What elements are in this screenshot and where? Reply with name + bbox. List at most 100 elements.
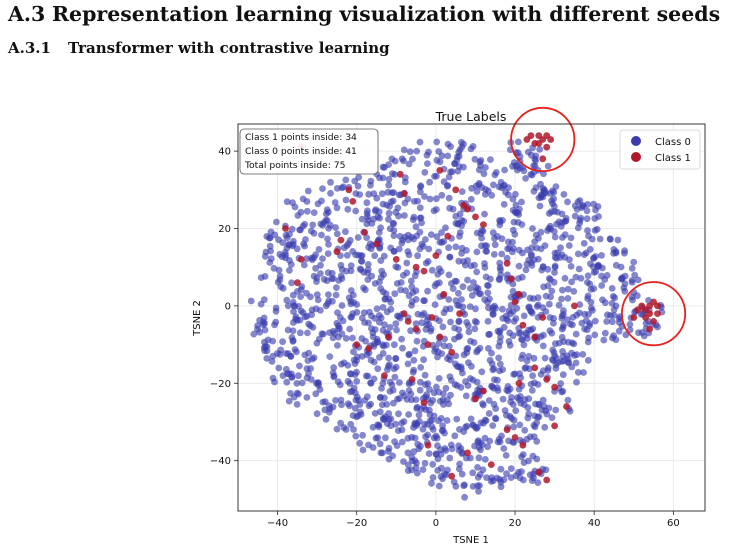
class-0-point <box>315 246 323 253</box>
annotation-line: Total points inside: 75 <box>244 160 346 171</box>
class-0-point <box>376 408 384 416</box>
class-0-point <box>463 345 471 353</box>
class-0-point <box>503 254 511 262</box>
class-0-point <box>564 396 572 404</box>
class-0-point <box>325 241 332 248</box>
class-0-point <box>372 434 380 442</box>
class-0-point <box>421 459 429 467</box>
class-0-point <box>352 396 360 404</box>
class-0-point <box>512 315 520 322</box>
highlight-circle <box>510 106 576 173</box>
class-0-point <box>575 265 583 273</box>
class-1-point <box>456 310 463 317</box>
class-0-point <box>351 360 359 367</box>
class-0-point <box>592 206 599 214</box>
axis-ticks: −40 −20 0 20 40 60 −40 −20 0 20 40 <box>210 147 680 529</box>
class-0-point <box>439 323 447 331</box>
class-0-point <box>358 258 366 265</box>
class-0-point <box>540 331 547 339</box>
class-0-point <box>395 245 403 253</box>
class-0-point <box>269 352 277 360</box>
class-0-point <box>530 256 538 264</box>
class-0-point <box>399 344 406 352</box>
class-0-point <box>291 302 298 310</box>
class-0-point <box>416 204 424 212</box>
class-0-point <box>303 374 311 382</box>
class-0-point <box>376 440 384 448</box>
class-0-point <box>412 320 420 328</box>
class-1-point <box>642 314 649 321</box>
class-0-point <box>507 474 515 481</box>
class-0-point <box>354 412 362 420</box>
class-0-point <box>607 235 614 243</box>
class-0-point <box>271 321 278 329</box>
class-0-point <box>540 283 547 291</box>
class-0-point <box>275 364 283 372</box>
class-0-point <box>427 231 435 239</box>
class-0-point <box>328 275 335 282</box>
class-1-point <box>420 399 428 406</box>
class-0-point <box>576 197 584 204</box>
class-0-point <box>515 138 522 146</box>
class-0-point <box>326 329 333 336</box>
class-0-point <box>490 251 498 258</box>
class-0-point <box>401 199 409 207</box>
class-0-point <box>385 354 392 362</box>
class-0-point <box>269 374 277 382</box>
class-1-point <box>396 170 404 178</box>
class-1-point <box>646 325 653 333</box>
class-0-point <box>645 297 652 304</box>
class-0-point <box>558 312 566 320</box>
class-0-point <box>303 394 311 401</box>
class-0-point <box>348 313 356 321</box>
class-0-point <box>314 379 322 387</box>
class-0-point <box>449 285 457 292</box>
class-0-point <box>270 264 278 272</box>
class-0-point <box>391 157 399 165</box>
class-0-point <box>334 342 341 349</box>
class-1-point <box>551 422 558 430</box>
subsection-heading: A.3.1 Transformer with contrastive learni… <box>8 39 390 57</box>
class-0-point <box>567 234 575 242</box>
class-1-point <box>373 240 380 248</box>
class-0-point <box>562 217 570 225</box>
class-0-point <box>412 223 420 231</box>
class-0-point <box>390 227 398 234</box>
class-0-point <box>463 454 470 462</box>
class-0-point <box>411 419 419 427</box>
class-0-point <box>417 364 425 371</box>
class-0-point <box>399 236 406 244</box>
class-1-point <box>392 256 400 263</box>
class-0-point <box>536 146 544 153</box>
class-0-point <box>518 198 525 206</box>
class-0-point <box>516 474 524 482</box>
class-0-point <box>576 219 583 227</box>
class-0-point <box>531 162 539 170</box>
class-0-point <box>559 371 567 379</box>
class-0-point <box>441 470 448 478</box>
class-0-point <box>573 351 581 359</box>
class-0-point <box>480 170 488 178</box>
class-0-point <box>431 301 439 308</box>
class-0-point <box>458 296 465 303</box>
class-0-point <box>407 327 414 335</box>
class-0-point <box>555 339 563 347</box>
class-0-point <box>471 155 479 163</box>
x-tick-label: −20 <box>346 518 367 529</box>
class-0-point <box>552 361 560 369</box>
class-0-point <box>476 471 484 478</box>
class-0-point <box>381 321 388 329</box>
class-0-point <box>447 356 454 364</box>
class-0-point <box>541 423 549 431</box>
class-0-point <box>356 439 364 447</box>
plot-area-frame <box>237 123 706 512</box>
class-0-point <box>485 410 493 417</box>
class-0-point <box>585 311 592 318</box>
class-0-point <box>344 205 352 213</box>
class-0-point <box>534 413 542 421</box>
class-0-point <box>555 218 563 226</box>
class-0-point <box>426 178 433 186</box>
class-0-point <box>374 365 382 373</box>
points-inside-annotation: Class 1 points inside: 34 Class 0 points… <box>239 128 379 175</box>
